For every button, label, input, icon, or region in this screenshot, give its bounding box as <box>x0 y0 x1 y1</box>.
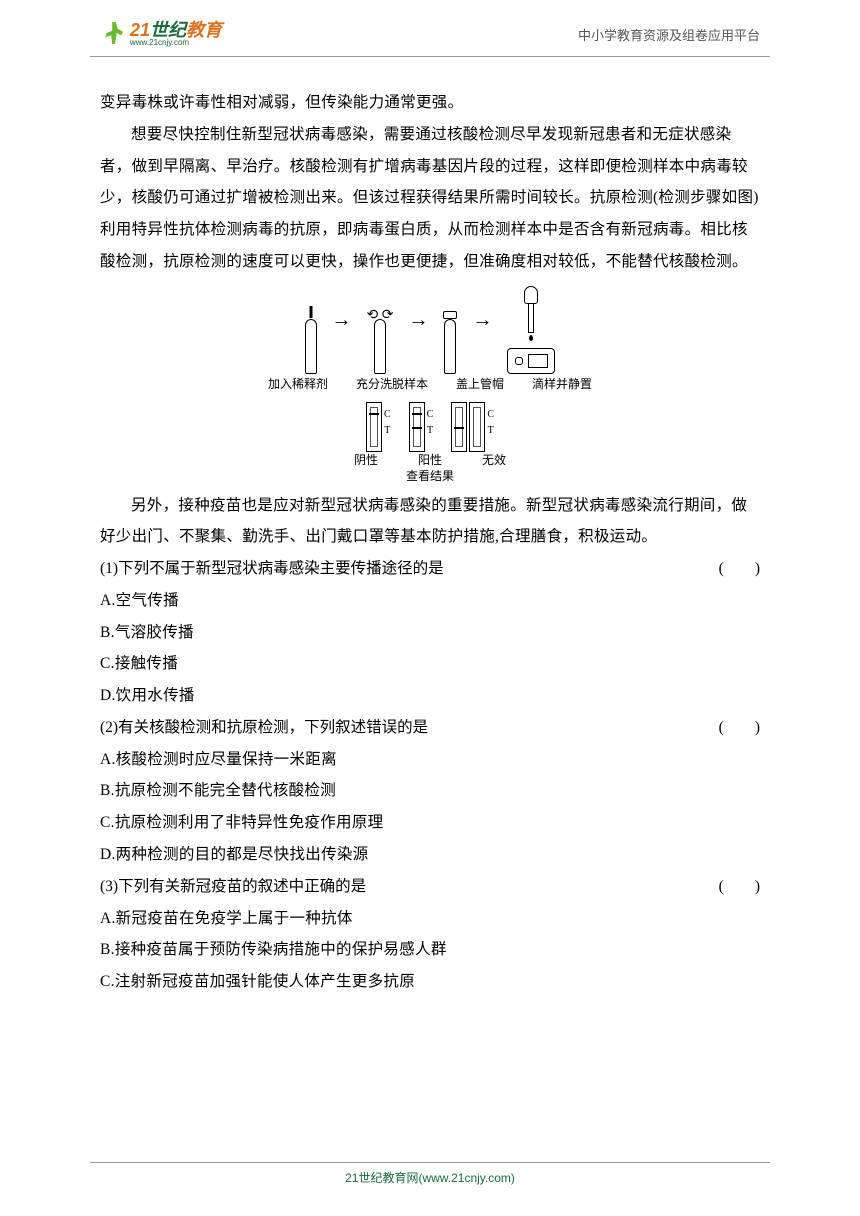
arrow-icon: → <box>472 310 492 330</box>
page-footer: 21世纪教育网(www.21cnjy.com) <box>90 1162 770 1186</box>
q2-paren: ( ) <box>719 712 760 744</box>
q2-option-c: C.抗原检测利用了非特异性免疫作用原理 <box>100 807 760 839</box>
q1-option-b: B.气溶胶传播 <box>100 617 760 649</box>
dropper-icon <box>523 286 539 346</box>
strip-negative: CT <box>366 402 391 452</box>
label-step2: 充分洗脱样本 <box>356 378 428 390</box>
logo-21: 21 <box>130 20 150 40</box>
q3-stem: (3)下列有关新冠疫苗的叙述中正确的是 <box>100 871 366 903</box>
label-c: C <box>487 408 494 422</box>
step-labels: 加入稀释剂 充分洗脱样本 盖上管帽 滴样并静置 <box>100 378 760 390</box>
q2-option-b: B.抗原检测不能完全替代核酸检测 <box>100 775 760 807</box>
tube-step1 <box>305 319 317 374</box>
diagram-steps: → ⟲ ⟳ → → <box>100 286 760 374</box>
label-t: T <box>384 424 391 438</box>
result-labels: 阴性 阳性 无效 <box>100 454 760 466</box>
label-c: C <box>427 408 434 422</box>
q1-paren: ( ) <box>719 553 760 585</box>
logo-shiji: 世纪 <box>150 20 186 40</box>
page-header: 21世纪教育 www.21cnjy.com 中小学教育资源及组卷应用平台 <box>90 0 770 57</box>
runner-icon <box>100 20 128 48</box>
logo: 21世纪教育 www.21cnjy.com <box>100 20 222 48</box>
result-caption: 查看结果 <box>100 470 760 482</box>
logo-url: www.21cnjy.com <box>130 39 222 47</box>
q2-stem: (2)有关核酸检测和抗原检测，下列叙述错误的是 <box>100 712 428 744</box>
q1-option-a: A.空气传播 <box>100 585 760 617</box>
line-continuation: 变异毒株或许毒性相对减弱，但传染能力通常更强。 <box>100 87 760 119</box>
q1-stem-line: (1)下列不属于新型冠状病毒感染主要传播途径的是 ( ) <box>100 553 760 585</box>
logo-text: 21世纪教育 www.21cnjy.com <box>130 21 222 47</box>
test-cassette <box>507 348 555 374</box>
strip-invalid: CT <box>451 402 494 452</box>
label-invalid: 无效 <box>482 454 506 466</box>
q3-paren: ( ) <box>719 871 760 903</box>
tube-step2: ⟲ ⟳ <box>367 309 394 374</box>
header-subtitle: 中小学教育资源及组卷应用平台 <box>578 25 760 44</box>
result-strips: CT CT CT <box>100 402 760 452</box>
q1-option-d: D.饮用水传播 <box>100 680 760 712</box>
label-t: T <box>487 424 494 438</box>
q3-stem-line: (3)下列有关新冠疫苗的叙述中正确的是 ( ) <box>100 871 760 903</box>
paragraph-2: 想要尽快控制住新型冠状病毒感染，需要通过核酸检测尽早发现新冠患者和无症状感染者，… <box>100 119 760 278</box>
label-t: T <box>427 424 434 438</box>
label-step4: 滴样并静置 <box>532 378 592 390</box>
document-body: 变异毒株或许毒性相对减弱，但传染能力通常更强。 想要尽快控制住新型冠状病毒感染，… <box>0 57 860 998</box>
q1-option-c: C.接触传播 <box>100 648 760 680</box>
footer-text: 21世纪教育网(www.21cnjy.com) <box>345 1171 515 1185</box>
paragraph-3: 另外，接种疫苗也是应对新型冠状病毒感染的重要措施。新型冠状病毒感染流行期间，做好… <box>100 490 760 554</box>
q2-option-a: A.核酸检测时应尽量保持一米距离 <box>100 744 760 776</box>
label-negative: 阴性 <box>354 454 378 466</box>
label-step3: 盖上管帽 <box>456 378 504 390</box>
label-positive: 阳性 <box>418 454 442 466</box>
q3-option-c: C.注射新冠疫苗加强针能使人体产生更多抗原 <box>100 966 760 998</box>
tube-step3 <box>443 313 457 374</box>
antigen-test-diagram: → ⟲ ⟳ → → <box>100 286 760 482</box>
q2-stem-line: (2)有关核酸检测和抗原检测，下列叙述错误的是 ( ) <box>100 712 760 744</box>
strip-positive: CT <box>409 402 434 452</box>
arrow-icon: → <box>408 310 428 330</box>
label-step1: 加入稀释剂 <box>268 378 328 390</box>
logo-jiaoyu: 教育 <box>186 20 222 40</box>
q3-option-a: A.新冠疫苗在免疫学上属于一种抗体 <box>100 903 760 935</box>
q3-option-b: B.接种疫苗属于预防传染病措施中的保护易感人群 <box>100 934 760 966</box>
step4-group <box>507 286 555 374</box>
q2-option-d: D.两种检测的目的都是尽快找出传染源 <box>100 839 760 871</box>
q1-stem: (1)下列不属于新型冠状病毒感染主要传播途径的是 <box>100 553 444 585</box>
label-c: C <box>384 408 391 422</box>
arrow-icon: → <box>332 310 352 330</box>
